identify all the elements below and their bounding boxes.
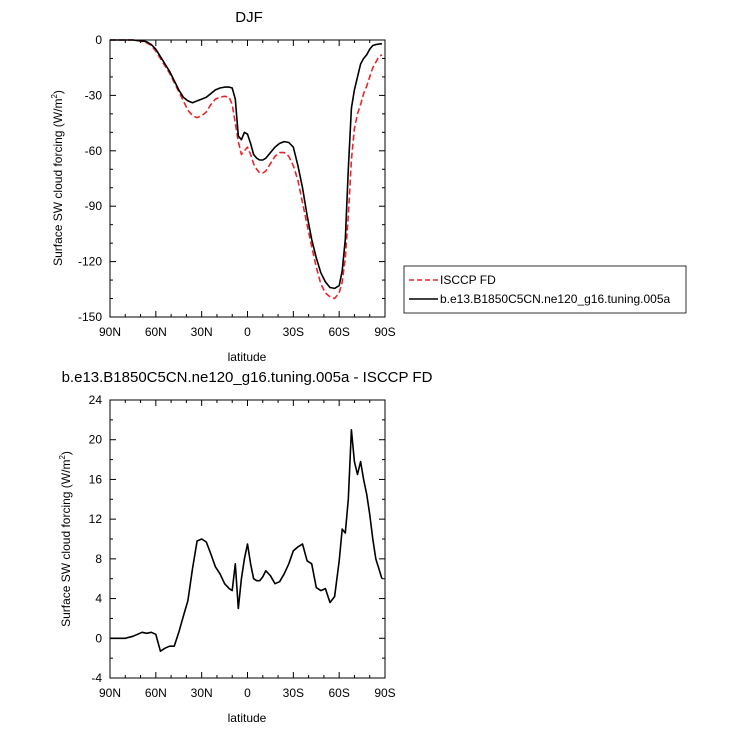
top-chart-x-axis-label: latitude (228, 350, 267, 364)
top-chart-plot-frame (109, 39, 386, 318)
top-x-tick-label: 90S (374, 325, 395, 339)
bottom-chart-series (110, 428, 383, 653)
top-x-tick-label: 60N (145, 325, 167, 339)
legend-entry-model: b.e13.B1850C5CN.ne120_g16.tuning.005a (440, 292, 671, 306)
top-y-tick-label: -120 (78, 255, 102, 269)
top-series-line-1 (110, 39, 383, 290)
bottom-y-tick-label: 12 (89, 512, 103, 526)
top-chart-y-axis-label-close: ) (51, 90, 65, 94)
bottom-chart-y-axis-label-main: Surface SW cloud forcing (W/m (59, 460, 73, 627)
bottom-x-tick-label: 60N (145, 686, 167, 700)
top-x-tick-label: 30N (191, 325, 213, 339)
bottom-x-tick-label: 30S (283, 686, 304, 700)
top-x-tick-label: 90N (99, 325, 121, 339)
bottom-chart-y-axis-label-close: ) (59, 451, 73, 455)
top-chart-y-axis-label-main: Surface SW cloud forcing (W/m (51, 99, 65, 266)
bottom-y-tick-label: -4 (91, 671, 102, 685)
legend-entry-isccp: ISCCP FD (440, 273, 496, 287)
top-chart-series (110, 39, 383, 300)
bottom-y-tick-label: 0 (95, 631, 102, 645)
bottom-chart-y-axis-label: Surface SW cloud forcing (W/m2) (58, 451, 73, 627)
top-chart-legend: ISCCP FD b.e13.B1850C5CN.ne120_g16.tunin… (403, 265, 687, 314)
top-chart-ticks: 90N 60N 30N 0 30S 60S 90S 0 -30 -60 -90 -120 -150 (78, 33, 396, 339)
bottom-chart-ticks: 90N 60N 30N 0 30S 60S 90S 24 20 16 12 8 4 0 -4 (89, 393, 396, 700)
bottom-x-tick-label: 0 (244, 686, 251, 700)
legend-box (403, 265, 687, 314)
bottom-chart-title: b.e13.B1850C5CN.ne120_g16.tuning.005a - … (62, 369, 433, 386)
top-y-tick-label: -60 (85, 144, 103, 158)
bottom-chart-x-axis-label: latitude (228, 711, 267, 725)
bottom-y-tick-label: 4 (95, 592, 102, 606)
top-x-tick-label: 60S (328, 325, 349, 339)
bottom-chart-y-axis-label-superscript: 2 (58, 455, 67, 460)
bottom-y-tick-label: 20 (89, 433, 103, 447)
top-chart-title: DJF (235, 9, 263, 26)
bottom-chart: b.e13.B1850C5CN.ne120_g16.tuning.005a - … (58, 369, 433, 725)
top-x-tick-label: 0 (244, 325, 251, 339)
bottom-x-tick-label: 90S (374, 686, 395, 700)
bottom-y-tick-label: 24 (89, 393, 103, 407)
bottom-x-tick-label: 90N (99, 686, 121, 700)
bottom-chart-plot-frame (109, 399, 386, 679)
top-y-tick-label: -150 (78, 310, 102, 324)
top-chart: DJF 90N 60N 30N 0 30S 60S 90S 0 -30 -60 -90 -120 -15… (50, 9, 687, 364)
top-y-tick-label: -30 (85, 88, 103, 102)
top-series-line-0 (110, 39, 383, 300)
top-chart-y-axis-label: Surface SW cloud forcing (W/m2) (50, 90, 65, 266)
bottom-y-tick-label: 8 (95, 552, 102, 566)
bottom-series-line-0 (110, 428, 383, 653)
bottom-y-tick-label: 16 (89, 472, 103, 486)
top-y-tick-label: -90 (85, 199, 103, 213)
top-x-tick-label: 30S (283, 325, 304, 339)
bottom-x-tick-label: 30N (191, 686, 213, 700)
top-chart-y-axis-label-superscript: 2 (50, 94, 59, 99)
bottom-x-tick-label: 60S (328, 686, 349, 700)
top-y-tick-label: 0 (95, 33, 102, 47)
